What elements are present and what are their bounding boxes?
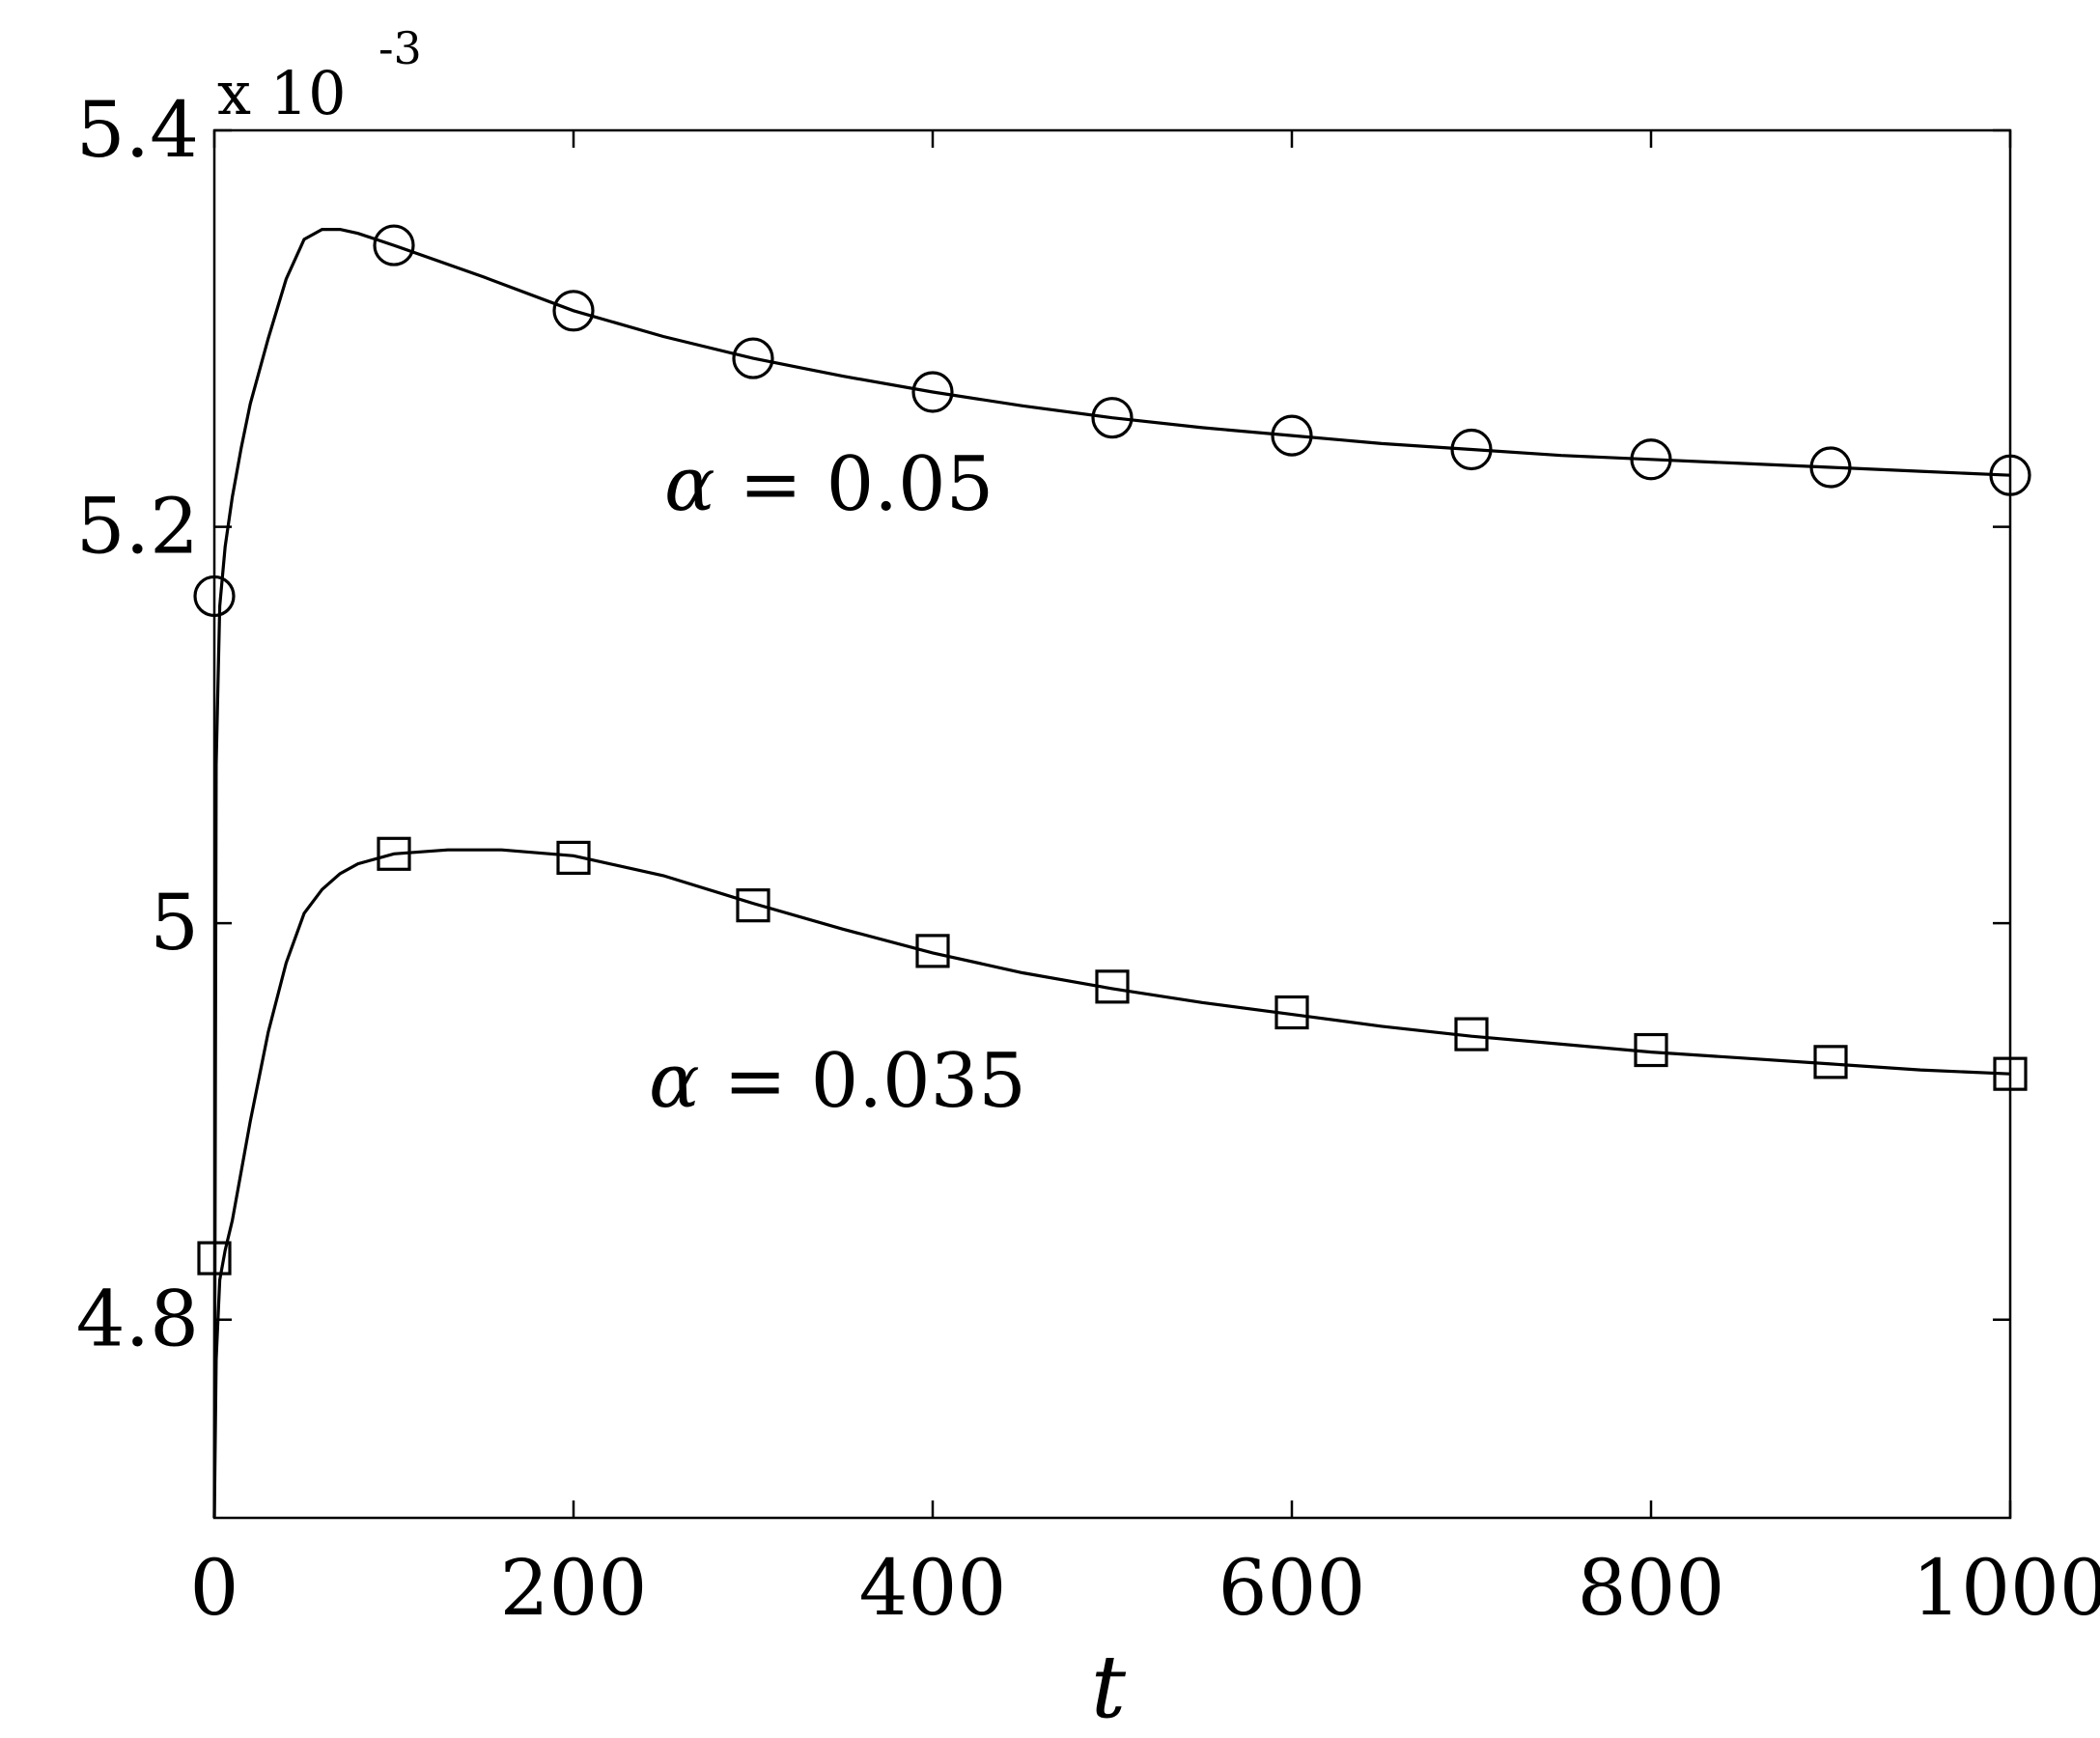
square-marker [1993,1056,2028,1091]
square-marker [1634,1032,1668,1068]
square-marker [1454,1017,1489,1051]
annotation-value: = 0.035 [700,1038,1026,1125]
series-2 [197,836,2028,1519]
circle-marker [1271,414,1313,457]
y-multiplier-exponent: -3 [378,22,422,74]
x-axis-label: t [1091,1637,1127,1738]
x-tick-label: 800 [1578,1543,1725,1633]
annotation-layer: α = 0.05α = 0.035 [649,441,1026,1125]
circle-marker [1809,446,1852,489]
x-tick-label: 0 [190,1543,239,1633]
circle-marker [1989,454,2031,496]
y-multiplier-base: x 10 [217,58,347,128]
circle-marker [1450,428,1493,471]
series-1 [193,224,2031,1519]
circle-marker [373,224,415,266]
series-line [212,848,2011,1519]
square-marker [1274,995,1309,1030]
x-axis-ticks: 0 200 400 600 800 1000 [190,130,2100,1633]
square-marker [377,836,411,871]
x-tick-label: 400 [859,1543,1007,1633]
annotation-value: = 0.05 [715,441,994,528]
circle-marker [1091,397,1134,439]
x-tick-label: 200 [500,1543,648,1633]
circle-marker [552,290,595,332]
y-tick-label: 4.8 [76,1275,199,1364]
series-line [212,228,2011,1519]
annotation-symbol: α [664,441,715,528]
square-marker [1095,969,1130,1004]
plot-area-frame [212,128,2012,1520]
series-annotation: α = 0.035 [649,1038,1026,1125]
circle-marker [911,371,954,413]
circle-marker [1630,438,1672,481]
y-tick-label: 5.4 [76,85,199,175]
y-axis-ticks: 4.8 5 5.2 5.4 [76,85,2010,1364]
square-marker [556,840,591,875]
square-marker [736,888,770,923]
x-tick-label: 1000 [1912,1543,2100,1633]
circle-marker [193,575,236,618]
circle-marker [732,337,774,379]
square-marker [1813,1045,1848,1079]
series-layer [193,224,2031,1519]
square-marker [197,1241,232,1275]
annotation-symbol: α [649,1038,700,1125]
y-tick-label: 5.2 [76,482,199,572]
square-marker [915,934,950,968]
y-tick-label: 5 [150,878,199,967]
y-multiplier-label: x 10 -3 [217,22,422,128]
series-annotation: α = 0.05 [664,441,994,528]
x-tick-label: 600 [1218,1543,1366,1633]
